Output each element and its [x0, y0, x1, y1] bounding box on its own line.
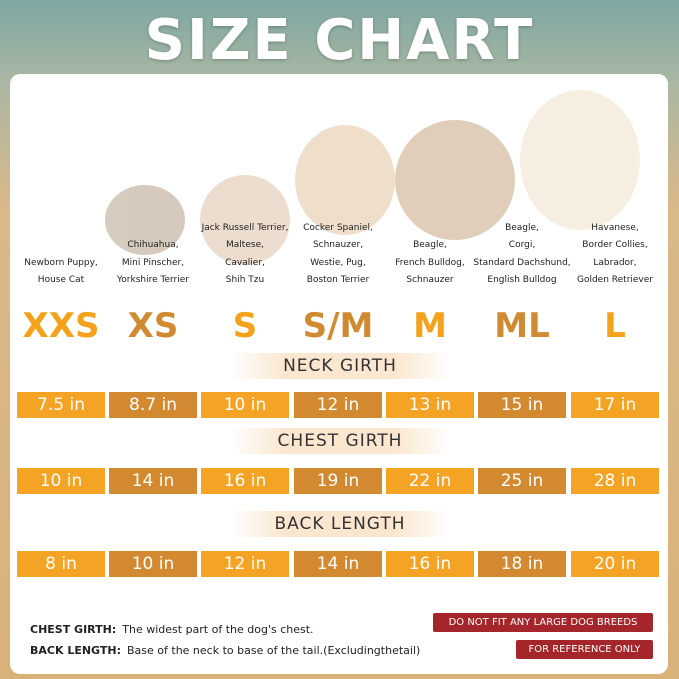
breed-line: House Cat: [37, 275, 85, 285]
size-label: XS: [127, 306, 179, 346]
measurement-cell: 19 in: [294, 468, 382, 494]
breed-line: English Bulldog: [487, 275, 557, 285]
measurement-cell: 22 in: [386, 468, 474, 494]
breed-line: Beagle,: [413, 240, 447, 250]
measurement-cell: 12 in: [294, 392, 382, 418]
breed-line: Cavalier,: [225, 257, 265, 268]
breed-line: Schnauzer: [406, 275, 454, 285]
measurement-cell: 18 in: [478, 551, 566, 577]
breed-line: Havanese,: [591, 222, 639, 233]
breed-line: Shih Tzu: [225, 275, 265, 285]
measurement-cell: 25 in: [478, 468, 566, 494]
measurement-cell: 12 in: [201, 551, 289, 577]
breed-line: Cocker Spaniel,: [303, 222, 373, 233]
measurement-cell: 8 in: [17, 551, 105, 577]
breed-line: Chihuahua,: [127, 240, 179, 250]
reference-badge: FOR REFERENCE ONLY: [516, 640, 653, 659]
breed-line: Boston Terrier: [306, 275, 370, 285]
note-term: BACK LENGTH:: [30, 644, 121, 657]
note: CHEST GIRTH: The widest part of the dog's…: [30, 623, 314, 636]
measurement-cell: 10 in: [17, 468, 105, 494]
breed-line: Westie, Pug,: [310, 257, 366, 268]
measurement-cell: 20 in: [571, 551, 659, 577]
size-label: L: [604, 306, 626, 346]
note: BACK LENGTH: Base of the neck to base of …: [30, 644, 420, 657]
breed-line: Mini Pinscher,: [121, 257, 185, 268]
measurement-cell: 15 in: [478, 392, 566, 418]
size-label: M: [413, 306, 447, 346]
breed-line: Schnauzer,: [312, 240, 364, 250]
breed-line: Beagle,: [505, 222, 539, 233]
measurement-cell: 16 in: [386, 551, 474, 577]
note-term: CHEST GIRTH:: [30, 623, 117, 636]
note-text: Base of the neck to base of the tail.(Ex…: [127, 644, 421, 657]
size-label: ML: [494, 306, 550, 346]
measurement-cell: 14 in: [109, 468, 197, 494]
measurement-cell: 16 in: [201, 468, 289, 494]
breed-line: Jack Russell Terrier,: [201, 222, 289, 233]
size-label: S: [232, 306, 258, 346]
breed-line: Maltese,: [226, 240, 264, 250]
breed-line: Newborn Puppy,: [24, 257, 98, 268]
size-label: XXS: [22, 306, 100, 346]
measurement-cell: 10 in: [201, 392, 289, 418]
warning-badge: DO NOT FIT ANY LARGE DOG BREEDS: [433, 613, 653, 632]
title: SIZE CHART: [144, 8, 535, 73]
breed-line: Border Collies,: [582, 240, 648, 250]
note-text: The widest part of the dog's chest.: [122, 623, 314, 636]
section-heading: NECK GIRTH: [230, 353, 450, 379]
size-label: S/M: [302, 306, 374, 346]
measurement-cell: 28 in: [571, 468, 659, 494]
section-heading: CHEST GIRTH: [230, 428, 450, 454]
breed-line: Corgi,: [508, 240, 536, 250]
measurement-cell: 8.7 in: [109, 392, 197, 418]
section-heading: BACK LENGTH: [230, 511, 450, 537]
breed-line: French Bulldog,: [395, 257, 465, 268]
breed-line: Yorkshire Terrier: [117, 275, 189, 285]
measurement-cell: 17 in: [571, 392, 659, 418]
breed-line: Golden Retriever: [576, 275, 653, 285]
breed-line: Labrador,: [593, 257, 637, 268]
breed-line: Standard Dachshund,: [473, 257, 571, 268]
measurement-cell: 7.5 in: [17, 392, 105, 418]
measurement-cell: 10 in: [109, 551, 197, 577]
measurement-cell: 14 in: [294, 551, 382, 577]
measurement-cell: 13 in: [386, 392, 474, 418]
